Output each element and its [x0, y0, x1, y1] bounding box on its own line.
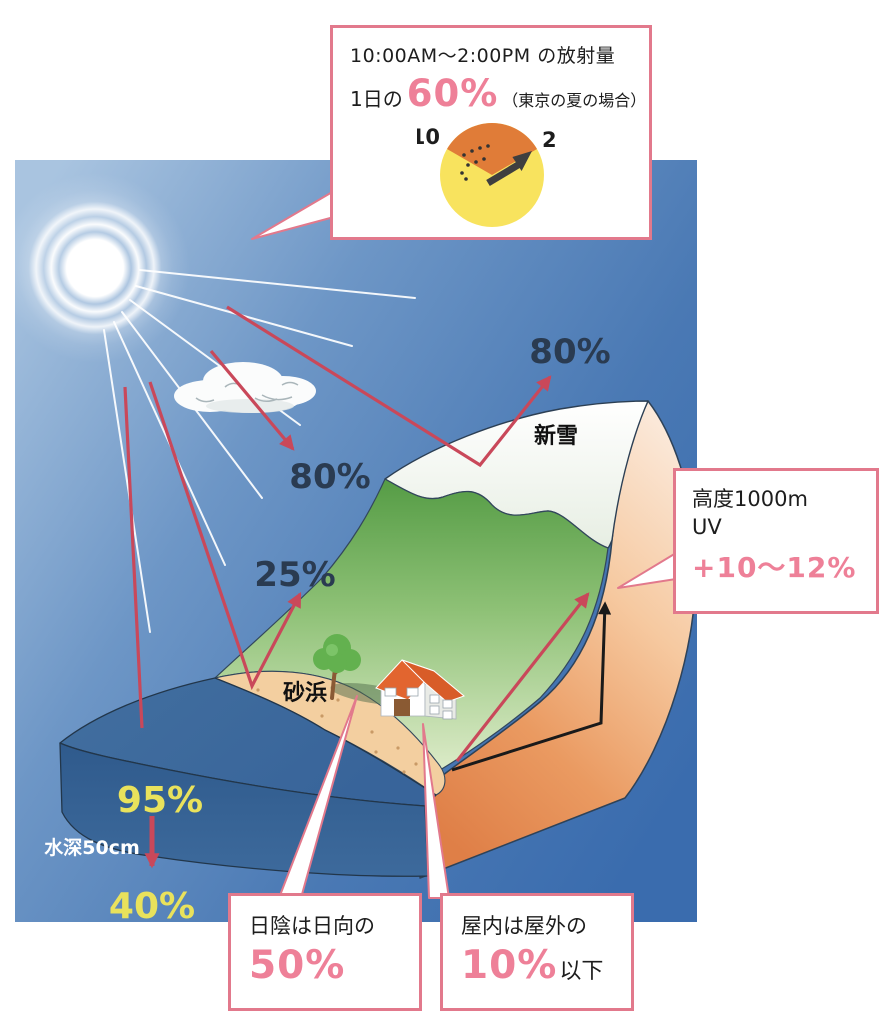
indoor-value: 10% — [461, 943, 558, 988]
clock-label-10: 10 — [417, 125, 440, 149]
shade-value: 50% — [249, 943, 346, 988]
uv-ray-cloud — [209, 349, 295, 451]
clock-arrow — [486, 151, 532, 187]
altitude-value: +10〜12% — [692, 550, 857, 584]
uv-ray-water — [123, 386, 144, 729]
clock-icon: 10 2 — [417, 123, 557, 227]
uv-ray-sand — [148, 381, 302, 691]
shade-label: 日陰は日向の — [249, 914, 375, 938]
callout-pointers — [251, 190, 677, 899]
indoor-suffix: 以下 — [559, 959, 604, 984]
radiation-suffix: （東京の夏の場合） — [502, 91, 647, 110]
clock-sector-10-to-2 — [447, 123, 537, 175]
shade-callout: 日陰は日向の 50% — [228, 893, 422, 1011]
underwater-label: 40% — [109, 886, 195, 927]
water-depth-label: 水深50cm — [44, 836, 140, 859]
water-surface-label: 95% — [117, 780, 203, 821]
altitude-callout: 高度1000m UV +10〜12% — [673, 468, 879, 614]
radiation-callout: 10:00AM〜2:00PM の放射量 1日の 60% （東京の夏の場合） 10… — [330, 25, 652, 240]
uv-ray-snow — [226, 305, 552, 468]
indoor-label: 屋内は屋外の — [461, 914, 587, 938]
altitude-line1: 高度1000m — [692, 487, 808, 511]
radiation-prefix: 1日の — [350, 87, 403, 111]
scene-labels: 80% 80% 新雪 25% 砂浜 95% 水深50cm 40% — [44, 332, 610, 927]
uv-ray-altitude — [455, 592, 590, 762]
fresh-snow-label: 新雪 — [534, 423, 578, 449]
indoor-callout-pointer — [422, 723, 450, 899]
altitude-arrow — [451, 601, 612, 772]
sand-reflection-label: 25% — [254, 555, 335, 595]
cloud-transmission-label: 80% — [289, 457, 370, 497]
sun-icon — [0, 173, 190, 363]
indoor-callout: 屋内は屋外の 10% 以下 — [440, 893, 634, 1011]
tree-icon — [313, 634, 361, 700]
green-slope — [214, 478, 609, 771]
radiation-value: 60% — [406, 72, 499, 115]
uv-rays — [123, 305, 590, 869]
sandy-beach-label: 砂浜 — [283, 680, 327, 706]
cloud-icon — [174, 362, 316, 413]
radiation-callout-line1: 10:00AM〜2:00PM の放射量 — [350, 45, 616, 67]
house-icon — [375, 659, 465, 720]
snow-reflection-label: 80% — [529, 332, 610, 372]
clock-sparkle-dots — [460, 144, 490, 181]
altitude-line2: UV — [692, 515, 722, 540]
radiation-callout-line2: 1日の 60% （東京の夏の場合） — [350, 72, 646, 115]
clock-label-2: 2 — [542, 128, 557, 152]
